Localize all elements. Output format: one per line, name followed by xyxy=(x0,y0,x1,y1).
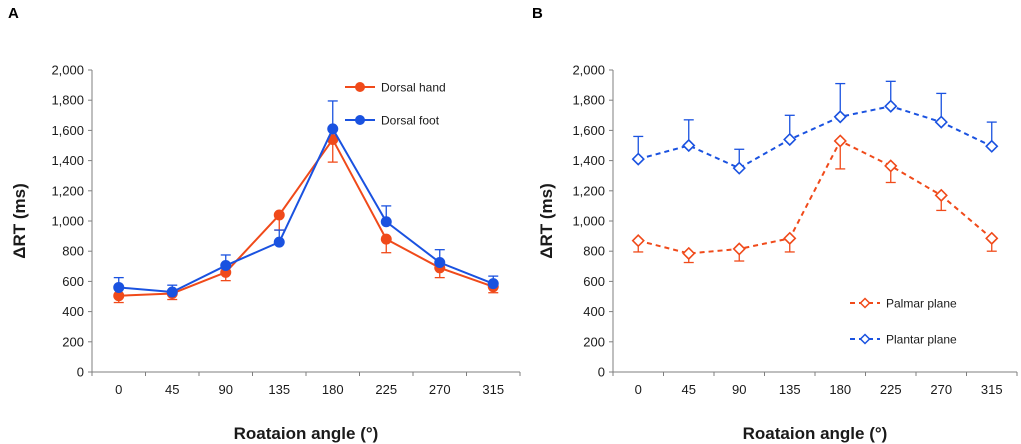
data-point xyxy=(273,236,285,248)
data-point xyxy=(166,286,178,298)
x-tick-label: 0 xyxy=(115,382,122,397)
x-tick-label: 90 xyxy=(732,382,746,397)
data-point xyxy=(631,152,645,166)
data-point xyxy=(783,132,797,147)
legend-label: Plantar plane xyxy=(886,333,957,347)
y-tick-label: 600 xyxy=(583,274,605,289)
data-point xyxy=(985,231,999,245)
data-point xyxy=(682,246,696,261)
y-tick-label: 600 xyxy=(62,274,84,289)
legend-marker xyxy=(355,115,365,125)
x-tick-label: 270 xyxy=(930,382,952,397)
y-axis-title: ΔRT (ms) xyxy=(10,183,29,259)
data-point xyxy=(487,278,499,290)
x-tick-label: 180 xyxy=(322,382,344,397)
y-tick-label: 1,000 xyxy=(572,214,605,229)
y-tick-label: 1,800 xyxy=(572,93,605,108)
y-tick-label: 200 xyxy=(583,334,605,349)
panel-label-a: A xyxy=(8,5,19,22)
y-tick-label: 0 xyxy=(77,365,84,380)
data-point xyxy=(884,99,898,113)
data-point xyxy=(380,216,392,228)
data-point xyxy=(884,159,898,173)
y-tick-label: 1,200 xyxy=(51,183,84,198)
series-line-dorsal-foot xyxy=(118,126,494,293)
y-tick-label: 800 xyxy=(583,244,605,259)
data-point xyxy=(985,139,999,153)
x-tick-label: 270 xyxy=(429,382,451,397)
y-tick-label: 1,000 xyxy=(51,214,84,229)
x-tick-label: 45 xyxy=(165,382,179,397)
y-tick-label: 2,000 xyxy=(51,63,84,78)
data-point xyxy=(327,123,339,135)
y-tick-label: 1,400 xyxy=(51,153,84,168)
y-tick-label: 400 xyxy=(583,304,605,319)
data-point xyxy=(380,233,392,245)
legend-marker xyxy=(859,333,871,345)
series-line-dorsal-hand xyxy=(118,137,494,297)
x-tick-label: 315 xyxy=(981,382,1003,397)
x-tick-label: 225 xyxy=(375,382,397,397)
data-point xyxy=(220,260,232,272)
panel-label-b: B xyxy=(532,5,543,22)
legend-label: Palmar plane xyxy=(886,297,957,311)
data-point xyxy=(783,231,797,245)
x-tick-label: 135 xyxy=(268,382,290,397)
x-tick-label: 135 xyxy=(779,382,801,397)
data-point xyxy=(934,188,948,202)
x-tick-label: 180 xyxy=(829,382,851,397)
legend-marker xyxy=(355,82,365,92)
legend-marker xyxy=(859,297,871,309)
legend-label: Dorsal hand xyxy=(381,81,446,95)
y-tick-label: 1,800 xyxy=(51,93,84,108)
x-tick-label: 225 xyxy=(880,382,902,397)
data-point xyxy=(934,115,948,129)
x-tick-label: 45 xyxy=(682,382,696,397)
data-point xyxy=(833,110,847,124)
y-tick-label: 1,200 xyxy=(572,183,605,198)
y-tick-label: 200 xyxy=(62,334,84,349)
data-point xyxy=(682,138,696,153)
data-point xyxy=(113,281,125,293)
x-axis-title: Roataion angle (°) xyxy=(234,424,379,443)
data-point xyxy=(732,242,746,256)
data-point xyxy=(434,257,446,269)
x-axis-title: Roataion angle (°) xyxy=(743,424,888,443)
series-line-plantar-plane xyxy=(637,105,993,170)
y-tick-label: 1,600 xyxy=(51,123,84,138)
y-tick-label: 2,000 xyxy=(572,63,605,78)
data-point xyxy=(273,209,285,221)
y-tick-label: 1,600 xyxy=(572,123,605,138)
x-tick-label: 315 xyxy=(482,382,504,397)
y-tick-label: 400 xyxy=(62,304,84,319)
legend-label: Dorsal foot xyxy=(381,114,440,128)
x-tick-label: 90 xyxy=(219,382,233,397)
data-point xyxy=(833,134,847,148)
series-line-palmar-plane xyxy=(638,139,993,255)
x-tick-label: 0 xyxy=(635,382,642,397)
y-tick-label: 1,400 xyxy=(572,153,605,168)
y-tick-label: 800 xyxy=(62,244,84,259)
data-point xyxy=(732,161,746,175)
y-tick-label: 0 xyxy=(598,365,605,380)
data-point xyxy=(631,233,645,248)
y-axis-title: ΔRT (ms) xyxy=(537,183,556,259)
